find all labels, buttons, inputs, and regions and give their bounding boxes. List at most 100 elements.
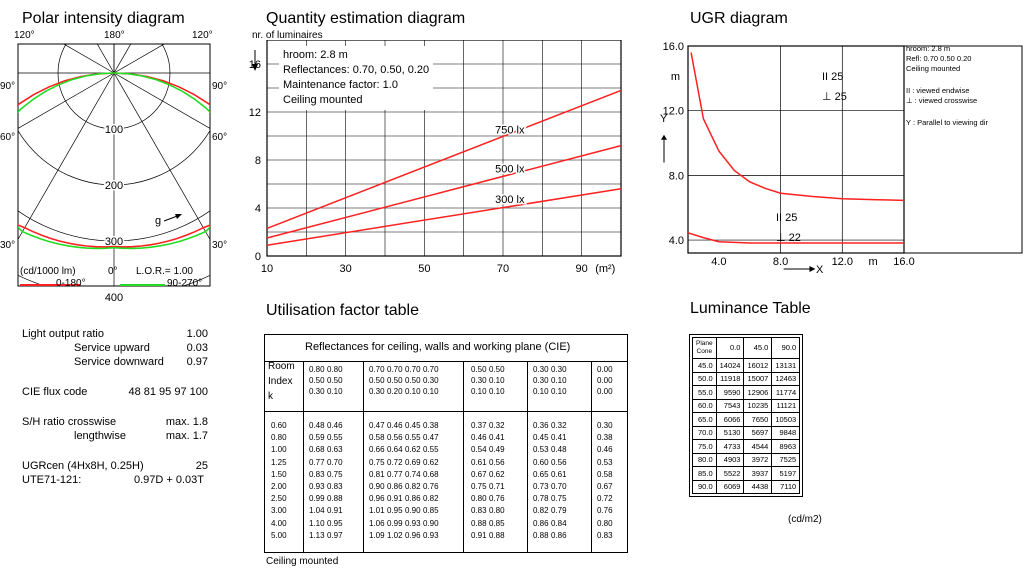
- polar-curve-0-180: [18, 72, 210, 248]
- uf-cell: 0.68: [423, 469, 439, 479]
- uf-cell: 1.02: [387, 530, 403, 540]
- uf-cell: 0.83: [309, 469, 325, 479]
- quantity-xtick: 70: [497, 263, 509, 275]
- uf-cell: 0.46: [387, 421, 403, 430]
- ugr-info-endwise: II : viewed endwise: [906, 86, 970, 95]
- polar-angle-label: 180°: [104, 30, 125, 41]
- ugr-xunit: m: [869, 256, 878, 268]
- uf-cell: 0.63: [327, 445, 343, 455]
- ugr-ytick: 16.0: [663, 41, 684, 53]
- luminance-cell: 6066: [715, 412, 745, 427]
- spec-row: Service upward 0.03: [74, 342, 208, 354]
- refl-cell: 0.00: [597, 376, 613, 385]
- luminance-cell: 50.0: [692, 371, 717, 386]
- luminance-cell: 3937: [743, 466, 773, 481]
- uf-cell: 0.86: [405, 494, 421, 504]
- uf-cell: 0.80: [489, 506, 505, 516]
- uf-cell: 0.95: [387, 506, 403, 516]
- luminance-cell: 80.0: [692, 452, 717, 467]
- uf-cell: 0.72: [597, 494, 613, 504]
- uf-cell: 0.99: [387, 518, 403, 528]
- refl-cell: 0.50: [327, 376, 343, 385]
- quantity-xtick: 50: [418, 263, 430, 275]
- luminance-table-frame: Plane Cone 0.0 45.0 90.0 45.0 14024 16012 13131 5…: [689, 334, 804, 497]
- uf-cell: 0.78: [533, 494, 549, 504]
- refl-cell: 0.30: [423, 376, 439, 385]
- polar-spoke: [113, 44, 165, 74]
- luminance-header-cell: 45.0: [743, 337, 773, 359]
- refl-cell: 0.30: [551, 365, 567, 374]
- room-index-label: Room Index k: [268, 361, 295, 402]
- uf-cell: 0.59: [309, 433, 325, 443]
- uf-cell: 0.77: [309, 457, 325, 467]
- spec-row: Service downward 0.97: [74, 356, 208, 368]
- polar-radial-label: 400: [105, 292, 123, 304]
- luminance-row: 90.0 6069 4438 7110: [692, 479, 801, 494]
- polar-ring: [18, 274, 210, 286]
- room-index-cell: 2.00: [271, 482, 287, 491]
- luminance-header-cell: 90.0: [771, 337, 801, 359]
- luminance-cell: 14024: [715, 358, 745, 373]
- refl-cell: 0.10: [489, 376, 505, 385]
- ugr-info-box: hroom: 2.8 m Refl: 0.70 0.50 0.20 Ceilin…: [906, 44, 1024, 128]
- quantity-line-0: [266, 89, 622, 230]
- uf-cell: 0.82: [423, 494, 439, 504]
- polar-angle-label: 90°: [212, 81, 227, 92]
- utilisation-title: Utilisation factor table: [266, 302, 419, 319]
- uf-cell: 0.56: [489, 457, 505, 467]
- uf-cell: 0.86: [387, 482, 403, 491]
- luminance-unit: (cd/m2): [788, 514, 822, 525]
- uf-cell: 0.38: [423, 421, 439, 430]
- uf-cell: 0.56: [551, 457, 567, 467]
- polar-diagram: 120° 180° 120° 90° 90° 60° 60° 30° 30° 100 200 300 4…: [0, 30, 227, 306]
- ugr-annotation: ⊥ 25: [822, 91, 847, 103]
- uf-cell: 0.93: [423, 530, 439, 540]
- uf-cell: 0.76: [597, 506, 613, 516]
- refl-cell: 0.70: [405, 365, 421, 374]
- luminance-cell: 4438: [743, 479, 773, 494]
- luminance-cell: 65.0: [692, 412, 717, 427]
- refl-cell: 0.50: [489, 365, 505, 374]
- luminance-cell: 15007: [743, 371, 773, 386]
- polar-radial-label: 300: [105, 236, 123, 248]
- luminance-cell: 5522: [715, 466, 745, 481]
- ugr-ytick: 4.0: [669, 235, 684, 247]
- luminance-row: 60.0 7543 10235 11121: [692, 398, 801, 413]
- uf-cell: 0.75: [369, 457, 385, 467]
- refl-cell: 0.10: [423, 387, 439, 396]
- quantity-line-1: [266, 144, 622, 239]
- quantity-xtick: 10: [261, 263, 273, 275]
- quantity-xtick: 30: [340, 263, 352, 275]
- quantity-ylabel: nr. of luminaires: [252, 30, 323, 41]
- uf-cell: 0.80: [471, 494, 487, 504]
- polar-spoke: [18, 72, 115, 129]
- polar-spoke: [18, 72, 115, 240]
- quantity-title: Quantity estimation diagram: [266, 10, 466, 27]
- room-index-cell: 5.00: [271, 530, 287, 540]
- polar-spoke: [113, 72, 210, 240]
- quantity-ytick: 8: [255, 155, 261, 167]
- uf-cell: 0.85: [423, 506, 439, 516]
- polar-lor: L.O.R.= 1.00: [136, 266, 193, 277]
- uf-cell: 0.53: [533, 445, 549, 455]
- uf-cell: 0.74: [405, 469, 421, 479]
- ugr-xlabel: X: [816, 264, 824, 276]
- uf-cell: 0.90: [405, 506, 421, 516]
- quantity-series: 750 lx 500 lx 300 lx: [266, 89, 622, 246]
- legend-label-red: 0-180°: [56, 278, 86, 289]
- luminance-header-cell: 0.0: [715, 337, 745, 359]
- luminance-cell: 8963: [771, 439, 801, 454]
- refl-cell: 0.50: [309, 376, 325, 385]
- uf-cell: 0.62: [405, 445, 421, 455]
- polar-unit: (cd/1000 lm): [20, 266, 76, 277]
- uf-cell: 0.82: [533, 506, 549, 516]
- luminance-row: 70.0 5130 5697 9848: [692, 425, 801, 440]
- uf-cell: 1.09: [369, 530, 385, 540]
- luminance-table: Plane Cone 0.0 45.0 90.0 45.0 14024 16012 13131 5…: [692, 337, 801, 494]
- luminance-title: Luminance Table: [690, 300, 811, 317]
- quantity-info-mount: Ceiling mounted: [283, 94, 363, 106]
- luminance-cell: 10235: [743, 398, 773, 413]
- uf-cell: 0.86: [551, 530, 567, 540]
- polar-grid: [18, 44, 210, 286]
- uf-cell: 0.88: [327, 494, 343, 504]
